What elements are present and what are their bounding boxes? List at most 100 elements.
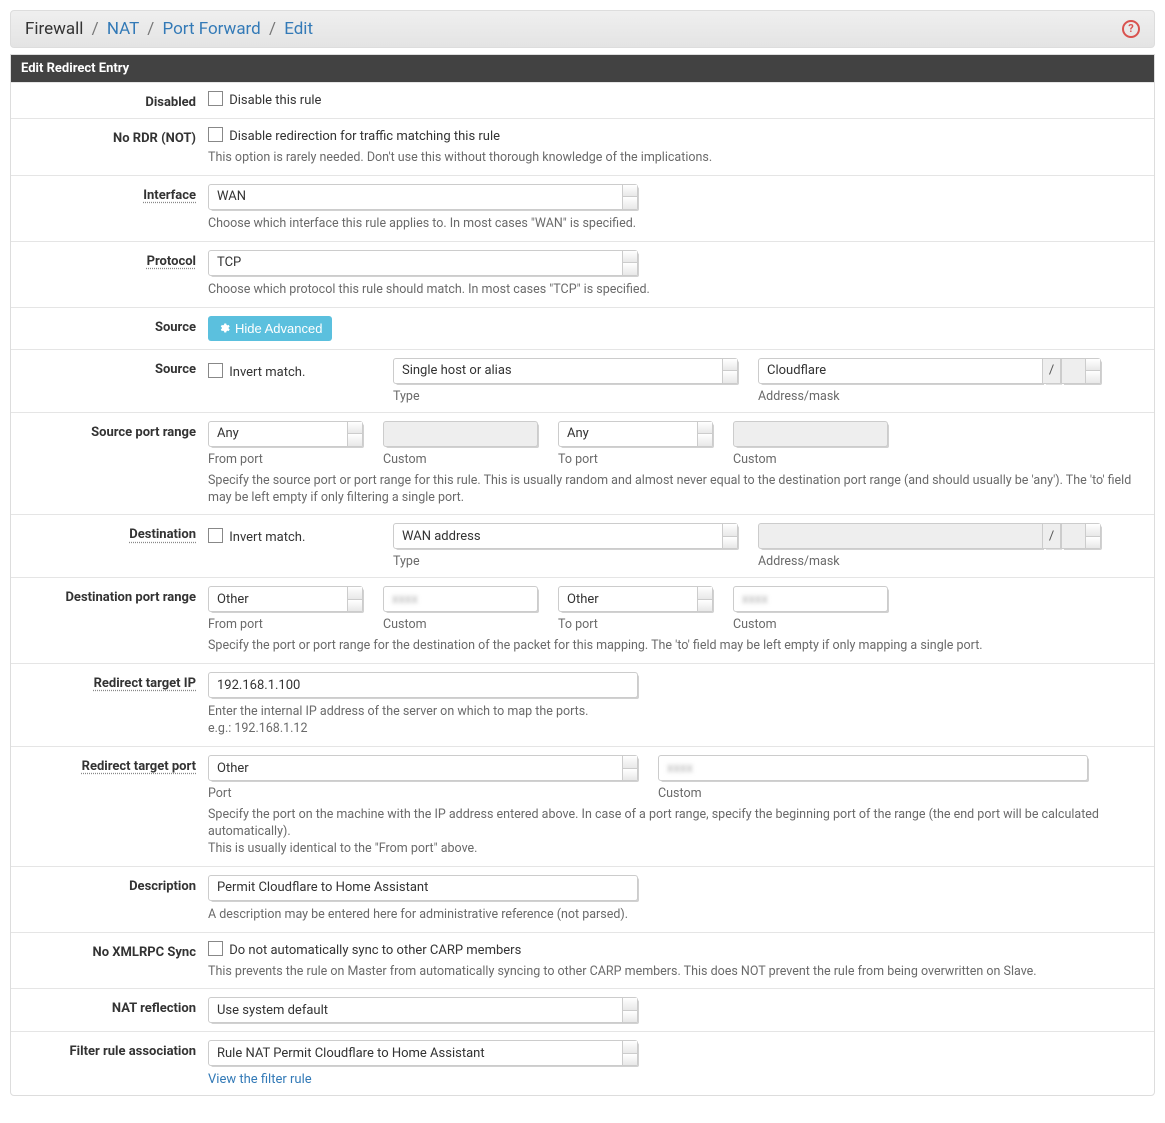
row-interface: Interface WAN Choose which interface thi… — [11, 175, 1154, 241]
src-from-sublabel: From port — [208, 452, 363, 467]
crumb-port-forward[interactable]: Port Forward — [162, 19, 260, 39]
filter-assoc-value: Rule NAT Permit Cloudflare to Home Assis… — [209, 1046, 622, 1061]
label-source-toggle: Source — [11, 316, 208, 341]
select-knob — [622, 1041, 637, 1065]
select-knob — [622, 756, 637, 780]
view-filter-rule-link[interactable]: View the filter rule — [208, 1072, 312, 1087]
crumb-sep: / — [88, 19, 103, 39]
dst-ports-help: Specify the port or port range for the d… — [208, 638, 1142, 655]
row-nat-reflection: NAT reflection Use system default — [11, 988, 1154, 1031]
select-knob — [622, 998, 637, 1022]
interface-value: WAN — [209, 189, 622, 204]
label-no-xmlrpc: No XMLRPC Sync — [11, 941, 208, 981]
dest-address-input — [758, 523, 1043, 549]
src-to-sublabel: To port — [558, 452, 713, 467]
dst-from-custom-input[interactable]: xxxx — [383, 586, 538, 612]
description-input[interactable]: Permit Cloudflare to Home Assistant — [208, 875, 638, 901]
src-from-port-value: Any — [209, 426, 347, 441]
label-redirect-port: Redirect target port — [11, 755, 208, 858]
disabled-checkbox[interactable] — [208, 91, 223, 106]
source-type-sublabel: Type — [393, 389, 738, 404]
dst-from-port-value: Other — [209, 592, 347, 607]
select-knob — [622, 185, 637, 209]
src-ports-help: Specify the source port or port range fo… — [208, 473, 1142, 507]
dest-invert-label: Invert match. — [229, 530, 305, 545]
redirect-port-sublabel: Port — [208, 786, 638, 801]
interface-help: Choose which interface this rule applies… — [208, 216, 1142, 233]
nat-reflection-value: Use system default — [209, 1003, 622, 1018]
src-to-port-select[interactable]: Any — [558, 421, 713, 447]
dst-to-custom-input[interactable]: xxxx — [733, 586, 888, 612]
crumb-edit[interactable]: Edit — [284, 19, 313, 39]
crumb-sep: / — [265, 19, 280, 39]
row-no-rdr: No RDR (NOT) Disable redirection for tra… — [11, 118, 1154, 175]
redirect-port-custom-input[interactable]: xxxx — [658, 755, 1088, 781]
description-help: A description may be entered here for ad… — [208, 907, 1142, 924]
disabled-checkbox-label: Disable this rule — [229, 93, 321, 108]
row-protocol: Protocol TCP Choose which protocol this … — [11, 241, 1154, 307]
dest-invert-checkbox[interactable] — [208, 528, 223, 543]
hide-advanced-button[interactable]: Hide Advanced — [208, 316, 332, 341]
row-filter-assoc: Filter rule association Rule NAT Permit … — [11, 1031, 1154, 1095]
row-destination: Destination Invert match. WAN address Ty… — [11, 514, 1154, 577]
select-knob — [722, 524, 737, 548]
source-address-input[interactable]: Cloudflare — [758, 358, 1043, 384]
interface-select[interactable]: WAN — [208, 184, 638, 210]
label-source: Source — [11, 358, 208, 404]
no-xmlrpc-checkbox[interactable] — [208, 941, 223, 956]
dst-to-custom-value: xxxx — [734, 592, 887, 607]
redirect-ip-input[interactable]: 192.168.1.100 — [208, 672, 638, 698]
filter-assoc-select[interactable]: Rule NAT Permit Cloudflare to Home Assis… — [208, 1040, 638, 1066]
src-from-port-select[interactable]: Any — [208, 421, 363, 447]
redirect-port-help2: This is usually identical to the "From p… — [208, 841, 1142, 858]
row-no-xmlrpc: No XMLRPC Sync Do not automatically sync… — [11, 932, 1154, 989]
select-knob — [1085, 359, 1100, 383]
select-knob — [697, 422, 712, 446]
label-destination: Destination — [11, 523, 208, 569]
crumb-nat[interactable]: NAT — [107, 19, 139, 39]
label-disabled: Disabled — [11, 91, 208, 110]
src-to-custom-input — [733, 421, 888, 447]
no-rdr-checkbox[interactable] — [208, 127, 223, 142]
protocol-select[interactable]: TCP — [208, 250, 638, 276]
redirect-ip-help1: Enter the internal IP address of the ser… — [208, 704, 1142, 721]
row-dst-port-range: Destination port range Other From port x… — [11, 577, 1154, 663]
protocol-help: Choose which protocol this rule should m… — [208, 282, 1142, 299]
label-filter-assoc: Filter rule association — [11, 1040, 208, 1087]
select-knob — [722, 359, 737, 383]
dest-type-sublabel: Type — [393, 554, 738, 569]
redirect-port-custom-value: xxxx — [659, 761, 1087, 776]
dest-type-select[interactable]: WAN address — [393, 523, 738, 549]
help-icon[interactable]: ? — [1122, 20, 1140, 38]
no-rdr-checkbox-label: Disable redirection for traffic matching… — [229, 129, 500, 144]
dst-to-port-select[interactable]: Other — [558, 586, 713, 612]
select-knob — [1085, 524, 1100, 548]
dst-to-port-value: Other — [559, 592, 697, 607]
nat-reflection-select[interactable]: Use system default — [208, 997, 638, 1023]
slash-label: / — [1043, 358, 1061, 384]
source-invert-checkbox[interactable] — [208, 363, 223, 378]
src-to-custom-sublabel: Custom — [733, 452, 888, 467]
select-knob — [347, 422, 362, 446]
label-description: Description — [11, 875, 208, 924]
label-redirect-ip: Redirect target IP — [11, 672, 208, 738]
row-source-toggle: Source Hide Advanced — [11, 307, 1154, 349]
dst-from-port-select[interactable]: Other — [208, 586, 363, 612]
label-no-rdr: No RDR (NOT) — [11, 127, 208, 167]
redirect-ip-value: 192.168.1.100 — [209, 678, 637, 693]
source-address-value: Cloudflare — [759, 363, 1042, 378]
redirect-port-custom-sublabel: Custom — [658, 786, 1088, 801]
select-knob — [347, 587, 362, 611]
description-value: Permit Cloudflare to Home Assistant — [209, 880, 637, 895]
source-mask-select[interactable] — [1061, 358, 1101, 384]
redirect-port-select[interactable]: Other — [208, 755, 638, 781]
redirect-port-help1: Specify the port on the machine with the… — [208, 807, 1142, 841]
dst-to-custom-sublabel: Custom — [733, 617, 888, 632]
label-src-port-range: Source port range — [11, 421, 208, 507]
dest-mask-select[interactable] — [1061, 523, 1101, 549]
dst-from-custom-value: xxxx — [384, 592, 537, 607]
source-type-select[interactable]: Single host or alias — [393, 358, 738, 384]
row-src-port-range: Source port range Any From port Custom — [11, 412, 1154, 515]
label-interface: Interface — [11, 184, 208, 233]
source-invert-label: Invert match. — [229, 365, 305, 380]
